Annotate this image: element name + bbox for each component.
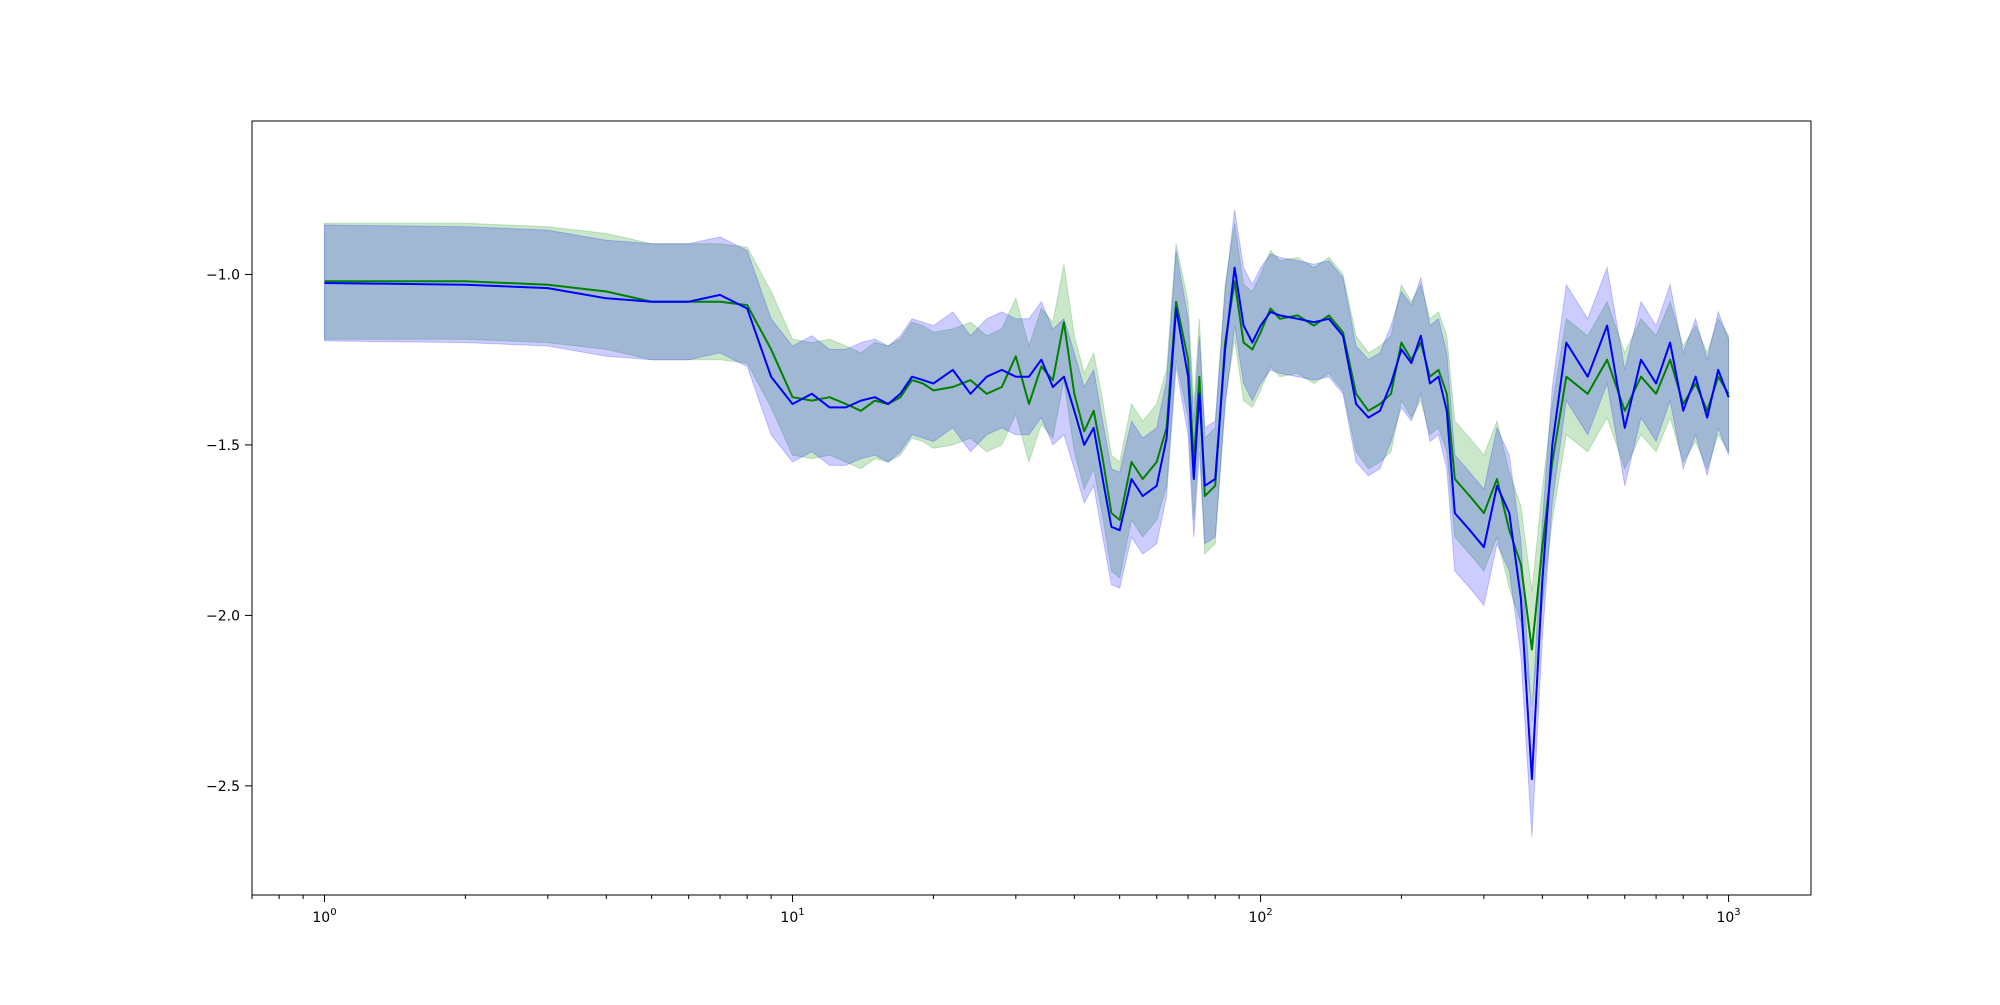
series-2-band — [324, 209, 1730, 838]
y-tick-label: −1.0 — [206, 267, 240, 283]
series-2-line — [324, 266, 1730, 781]
plot-frame — [251, 120, 1812, 896]
y-tick-label: −1.5 — [206, 438, 240, 454]
y-tick-label: −2.5 — [206, 779, 240, 795]
series-1-line — [324, 280, 1730, 651]
axes: 100 101 102 103 −1.0 −1.5 −2.0 −2.5 — [206, 120, 1812, 926]
x-tick-label: 101 — [780, 907, 804, 926]
x-tick-label: 103 — [1716, 907, 1740, 926]
x-tick-label: 100 — [312, 907, 336, 926]
confidence-bands — [324, 209, 1730, 838]
y-tick-label: −2.0 — [206, 608, 240, 624]
series-lines — [324, 266, 1730, 781]
x-tick-label: 102 — [1248, 907, 1272, 926]
